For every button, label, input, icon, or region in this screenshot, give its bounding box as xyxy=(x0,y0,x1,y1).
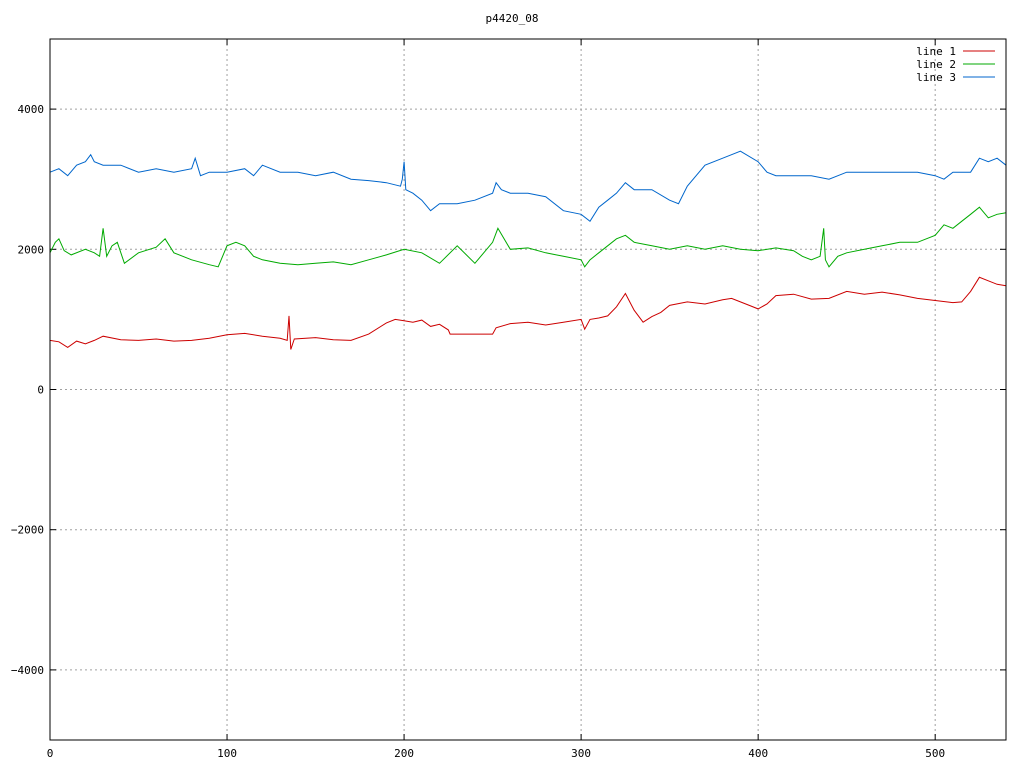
x-axis-ticks: 0 100 200 300 400 500 xyxy=(47,39,945,760)
chart-title: p4420_08 xyxy=(486,12,539,25)
y-tick-label: 2000 xyxy=(18,243,45,256)
legend-label-1: line 1 xyxy=(916,45,956,58)
grid xyxy=(50,39,1006,740)
y-tick-label: −4000 xyxy=(11,664,44,677)
series-line-3 xyxy=(49,150,1007,223)
legend-label-2: line 2 xyxy=(916,58,956,71)
x-tick-label: 500 xyxy=(925,747,945,760)
series-line-1 xyxy=(49,276,1007,350)
y-tick-label: 4000 xyxy=(18,103,45,116)
series-group xyxy=(49,150,1007,350)
x-tick-label: 200 xyxy=(394,747,414,760)
x-tick-label: 400 xyxy=(748,747,768,760)
x-tick-label: 100 xyxy=(217,747,237,760)
series-line-2 xyxy=(49,206,1007,268)
y-tick-label: −2000 xyxy=(11,524,44,537)
x-tick-label: 0 xyxy=(47,747,54,760)
x-tick-label: 300 xyxy=(571,747,591,760)
y-tick-label: 0 xyxy=(37,384,44,397)
legend-label-3: line 3 xyxy=(916,71,956,84)
plot-frame xyxy=(49,38,1007,741)
y-axis-ticks: −4000 −2000 0 2000 4000 xyxy=(11,103,1006,677)
